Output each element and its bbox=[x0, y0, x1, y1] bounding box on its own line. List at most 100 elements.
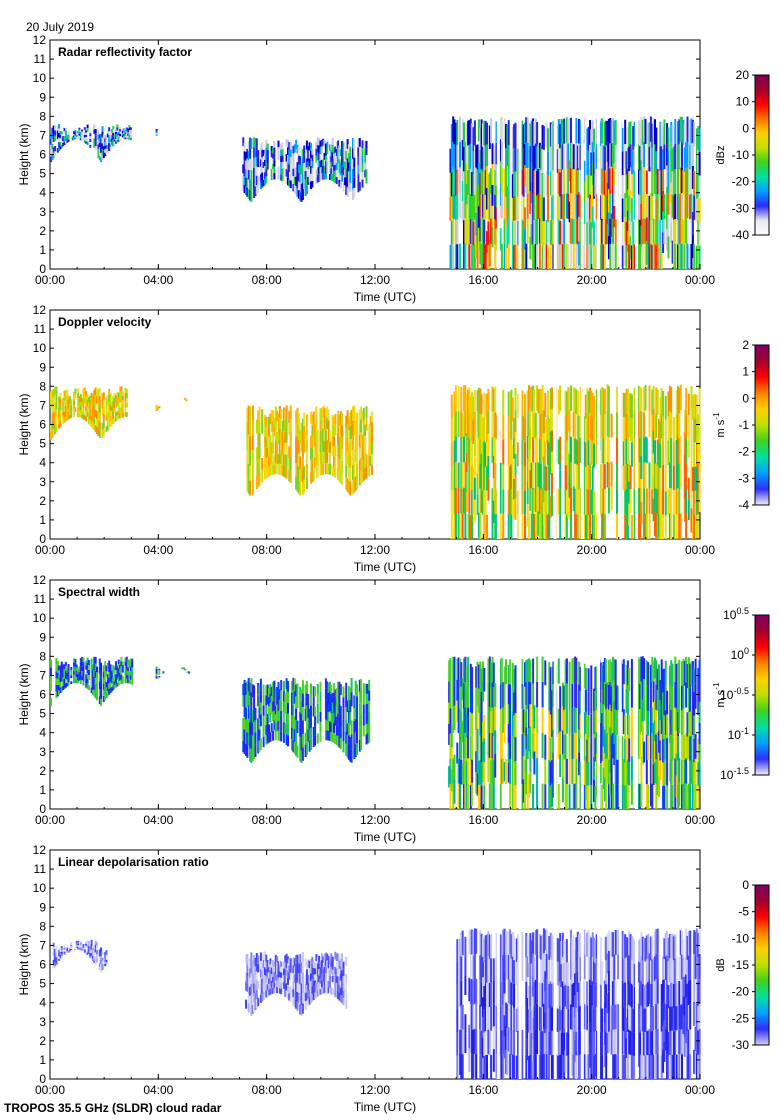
echo-cell bbox=[525, 660, 528, 683]
echo-cell bbox=[272, 148, 275, 154]
echo-cell bbox=[266, 437, 269, 448]
echo-cell bbox=[483, 738, 486, 762]
echo-cell bbox=[488, 783, 491, 809]
echo-cell bbox=[259, 181, 262, 190]
echo-cell bbox=[85, 411, 88, 417]
echo-cell bbox=[77, 136, 80, 138]
echo-cell bbox=[507, 219, 510, 245]
echo-cell bbox=[456, 742, 459, 764]
echo-cell bbox=[651, 389, 654, 415]
echo-cell bbox=[521, 464, 524, 490]
echo-cell bbox=[664, 685, 667, 711]
echo-cell bbox=[524, 490, 526, 515]
echo-cell bbox=[109, 664, 112, 671]
echo-cell bbox=[655, 709, 658, 735]
echo-cell bbox=[499, 161, 502, 184]
echo-cell bbox=[120, 675, 123, 680]
echo-cell bbox=[587, 150, 590, 175]
echo-cell bbox=[287, 170, 289, 178]
echo-cell bbox=[578, 119, 581, 144]
echo-cell bbox=[556, 125, 559, 150]
echo-cell bbox=[616, 412, 618, 438]
echo-cell bbox=[590, 689, 593, 714]
echo-cell bbox=[583, 416, 586, 441]
echo-cell bbox=[601, 412, 604, 438]
echo-cell bbox=[583, 736, 586, 761]
echo-cell bbox=[549, 244, 552, 269]
echo-cell bbox=[101, 131, 104, 138]
echo-cell bbox=[105, 692, 108, 699]
echo-cell bbox=[453, 514, 456, 539]
echo-cell bbox=[584, 667, 587, 690]
echo-cell bbox=[477, 412, 480, 438]
echo-cell bbox=[66, 415, 69, 421]
echo-cell bbox=[499, 709, 502, 735]
echo-cell bbox=[330, 722, 333, 732]
echo-cell bbox=[509, 393, 512, 418]
echo-cell bbox=[510, 464, 513, 490]
colorbar-tick-label: 10-1.5 bbox=[720, 766, 749, 782]
echo-cell bbox=[300, 165, 303, 175]
echo-cell bbox=[491, 437, 494, 463]
cloud-segment-2 bbox=[245, 951, 348, 1016]
echo-cell bbox=[346, 148, 349, 159]
echo-cell bbox=[362, 704, 365, 716]
echo-cell bbox=[681, 167, 683, 193]
echo-cell bbox=[599, 489, 602, 514]
echo-cell bbox=[58, 947, 61, 950]
echo-cell bbox=[109, 410, 112, 416]
echo-cell bbox=[689, 760, 692, 785]
echo-cell bbox=[530, 386, 533, 412]
echo-cell bbox=[356, 684, 358, 697]
echo-cell bbox=[652, 143, 655, 169]
echo-cell bbox=[584, 778, 587, 801]
echo-cell bbox=[73, 392, 75, 397]
echo-cell bbox=[96, 395, 98, 404]
echo-cell bbox=[324, 730, 327, 741]
echo-cell bbox=[52, 412, 55, 421]
echo-cell bbox=[483, 120, 486, 146]
echo-cell bbox=[564, 684, 567, 710]
echo-cell bbox=[450, 394, 453, 419]
colorbar-scale bbox=[754, 344, 770, 506]
x-tick-label: 00:00 bbox=[35, 273, 65, 287]
echo-cell bbox=[662, 190, 665, 212]
echo-cell bbox=[675, 390, 678, 416]
echo-cell bbox=[289, 470, 292, 483]
echo-cell bbox=[247, 169, 250, 180]
echo-cell bbox=[677, 736, 679, 761]
echo-cell bbox=[460, 711, 463, 736]
echo-cell bbox=[305, 681, 308, 694]
echo-cell bbox=[651, 414, 654, 440]
echo-cell bbox=[121, 135, 124, 138]
echo-cell bbox=[62, 142, 65, 145]
echo-cell bbox=[94, 395, 97, 403]
echo-cell bbox=[270, 453, 273, 465]
echo-cell bbox=[678, 659, 681, 685]
echo-cell bbox=[679, 142, 682, 168]
echo-cell bbox=[645, 241, 648, 265]
echo-cell bbox=[79, 943, 82, 945]
echo-cell bbox=[691, 119, 694, 143]
echo-cell bbox=[316, 693, 319, 704]
echo-cell bbox=[450, 514, 453, 539]
echo-cell bbox=[652, 453, 655, 477]
echo-cell bbox=[452, 116, 455, 142]
echo-cell bbox=[541, 783, 544, 809]
echo-cell bbox=[579, 387, 582, 413]
echo-cell bbox=[662, 128, 665, 150]
echo-cell bbox=[246, 972, 249, 983]
echo-cell bbox=[55, 416, 58, 425]
echo-cell bbox=[58, 137, 61, 142]
echo-cell bbox=[521, 219, 524, 245]
echo-cell bbox=[576, 514, 579, 539]
echo-cell bbox=[574, 732, 577, 759]
echo-cell bbox=[108, 389, 111, 396]
echo-cell bbox=[337, 434, 340, 446]
echo-cell bbox=[59, 145, 62, 150]
echo-cell bbox=[513, 124, 516, 149]
echo-cell bbox=[659, 170, 662, 196]
echo-cell bbox=[491, 411, 494, 438]
echo-cell bbox=[655, 660, 658, 685]
echo-cell bbox=[482, 147, 484, 171]
